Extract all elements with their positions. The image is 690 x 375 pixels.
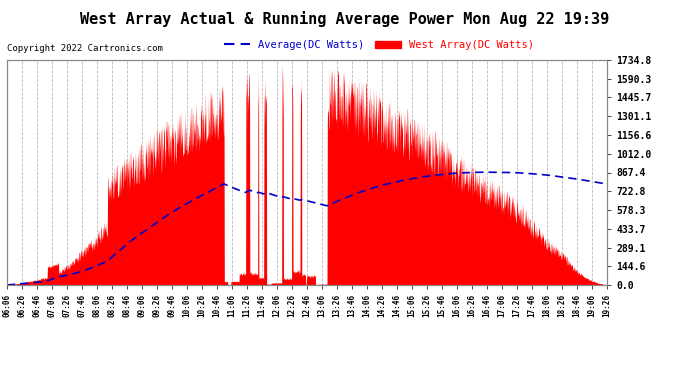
Text: Copyright 2022 Cartronics.com: Copyright 2022 Cartronics.com: [7, 44, 163, 53]
Text: West Array Actual & Running Average Power Mon Aug 22 19:39: West Array Actual & Running Average Powe…: [80, 11, 610, 27]
Legend: Average(DC Watts), West Array(DC Watts): Average(DC Watts), West Array(DC Watts): [219, 36, 538, 54]
